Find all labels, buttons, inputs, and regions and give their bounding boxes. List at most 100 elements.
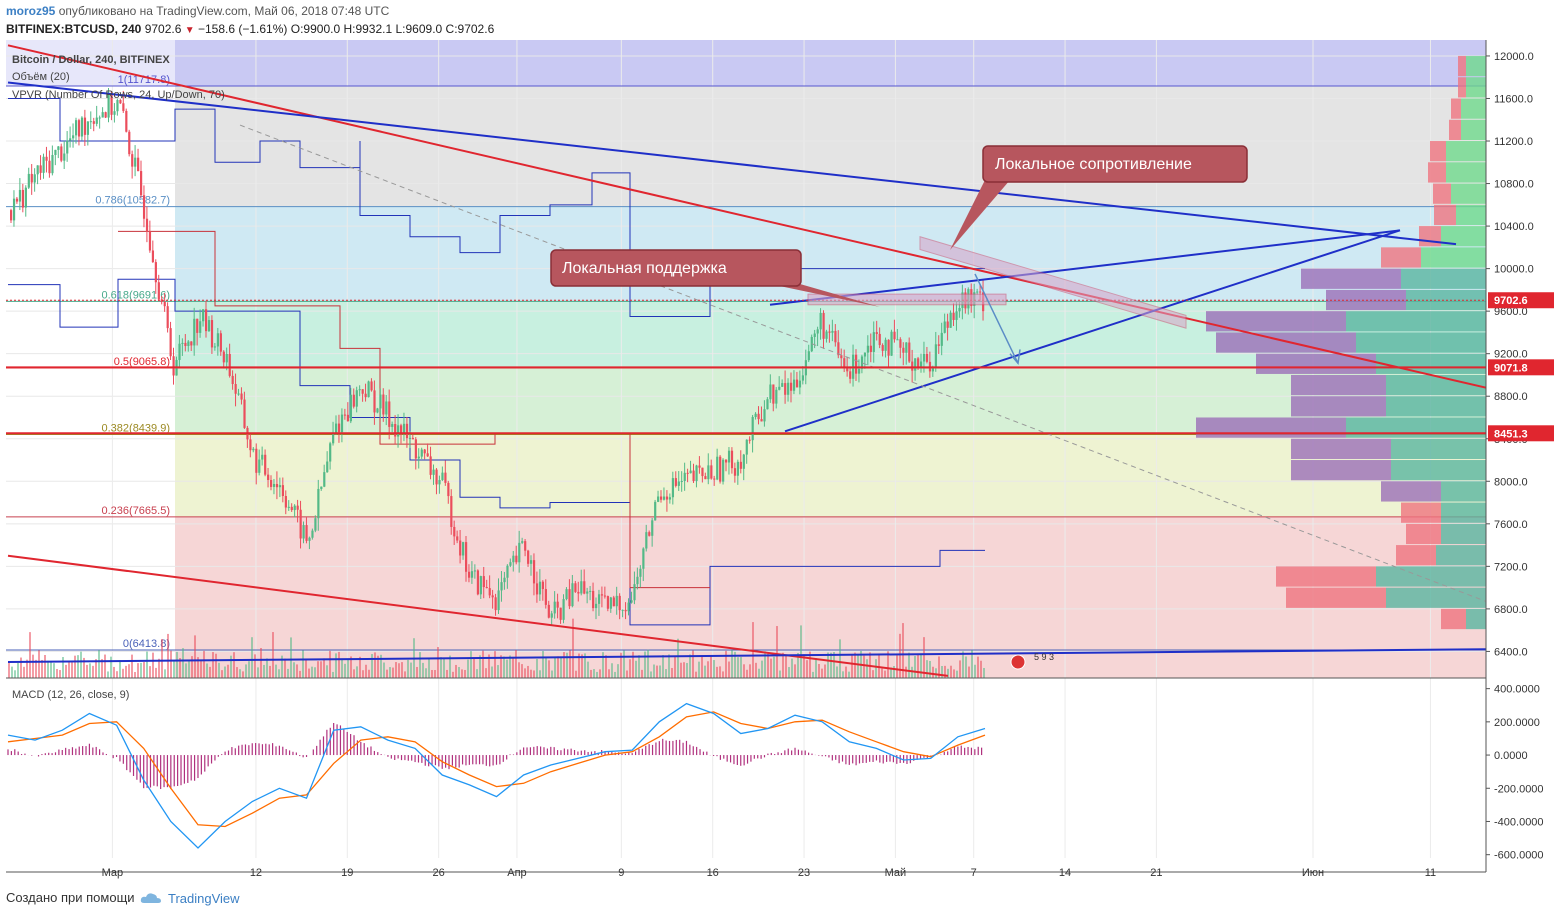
author-name[interactable]: moroz95 <box>6 4 56 18</box>
volume-bar <box>182 648 184 678</box>
volume-bar <box>824 664 826 678</box>
symbol-label: BITFINEX:BTCUSD, 240 <box>6 22 142 36</box>
volume-bar <box>605 655 607 678</box>
vpvr-down-bar <box>1433 183 1451 204</box>
price-candle <box>66 140 69 154</box>
volume-bar <box>713 660 715 678</box>
price-candle <box>54 149 57 155</box>
price-candle <box>689 470 692 474</box>
volume-bar <box>257 667 259 678</box>
price-candle <box>326 461 329 473</box>
made-with-text: Создано при помощи <box>6 890 135 905</box>
volume-bar <box>107 671 109 678</box>
price-candle <box>831 330 834 333</box>
price-tick-label: 7200.0 <box>1494 561 1528 573</box>
price-candle <box>491 595 494 598</box>
volume-bar <box>593 669 595 678</box>
volume-bar <box>350 656 352 678</box>
price-candle <box>597 594 601 604</box>
price-candle <box>958 307 961 312</box>
projection-arrow <box>974 273 1019 364</box>
vpvr-down-bar <box>1396 545 1436 566</box>
price-candle <box>905 342 908 353</box>
volume-bar <box>431 669 433 678</box>
volume-bar <box>725 650 727 678</box>
price-chart[interactable]: 1(11717.8) 0.786(10582.7) 0.618(9691.6) 0.5… <box>0 40 1556 885</box>
volume-bar <box>656 665 658 678</box>
volume-bar <box>8 661 10 678</box>
vpvr-step-line <box>8 97 985 317</box>
price-candle <box>355 390 358 407</box>
price-candle <box>349 394 352 422</box>
price-candle <box>742 454 745 469</box>
price-candle <box>166 306 169 329</box>
price-candle <box>299 509 302 539</box>
price-candle <box>772 384 775 404</box>
volume-bar <box>734 651 736 678</box>
volume-bar <box>317 661 319 678</box>
price-candle <box>137 157 140 172</box>
time-tick-label: Мар <box>102 867 124 879</box>
macd-tick-label: 400.0000 <box>1494 684 1540 696</box>
time-tick-label: 26 <box>433 867 445 879</box>
price-candle <box>488 588 491 596</box>
price-candle <box>184 342 187 347</box>
price-candle <box>459 540 462 556</box>
volume-bar <box>698 661 700 678</box>
volume-bar <box>23 666 25 678</box>
volume-bar <box>359 656 361 678</box>
fib-label: 1(11717.8) <box>118 74 170 86</box>
price-candle <box>10 210 13 221</box>
volume-bar <box>761 660 763 678</box>
price-candle <box>952 312 955 320</box>
volume-bar <box>710 655 712 678</box>
volume-bar <box>374 652 376 678</box>
chart-title: Bitcoin / Dollar, 240, BITFINEX <box>12 54 170 66</box>
volume-bar <box>809 651 811 678</box>
volume-bar <box>584 653 586 678</box>
volume-bar <box>938 656 940 678</box>
volume-bar <box>641 669 643 678</box>
price-candle <box>314 518 317 531</box>
price-candle <box>698 465 701 468</box>
price-candle <box>515 555 518 563</box>
volume-bar <box>842 671 844 678</box>
price-candle <box>63 153 66 161</box>
volume-bar <box>578 653 580 678</box>
vpvr-up-bar <box>1466 55 1486 77</box>
volume-bar <box>677 638 679 678</box>
volume-bar <box>743 664 745 678</box>
volume-bar <box>596 671 598 678</box>
event-marker: 5 9 3 <box>1034 652 1054 662</box>
price-candle <box>438 480 441 485</box>
price-candle <box>131 154 134 167</box>
volume-bar <box>386 669 388 678</box>
volume-bar <box>308 668 310 678</box>
price-candle <box>69 138 72 141</box>
price-candle <box>157 282 160 300</box>
volume-bar <box>74 655 76 678</box>
price-candle <box>834 330 837 343</box>
volume-bar <box>812 671 814 678</box>
price-candle <box>872 332 875 352</box>
price-marker-label: 8451.3 <box>1494 428 1528 440</box>
volume-bar <box>293 662 295 678</box>
symbol-line: BITFINEX:BTCUSD, 240 9702.6 ▼ −158.6 (−1… <box>6 22 494 36</box>
price-tick-label: 7600.0 <box>1494 519 1528 531</box>
volume-bar <box>722 671 724 678</box>
price-candle <box>340 414 344 433</box>
volume-bar <box>770 658 772 678</box>
price-candle <box>642 548 645 569</box>
volume-bar <box>164 669 166 678</box>
price-candle <box>925 353 929 362</box>
volume-bar <box>899 633 901 678</box>
price-candle <box>618 595 621 611</box>
volume-bar <box>167 633 169 678</box>
volume-bar <box>401 662 403 678</box>
volume-bar <box>110 656 112 678</box>
volume-bar <box>449 655 451 678</box>
price-candle <box>187 341 190 347</box>
price-candle <box>512 555 515 563</box>
volume-bar <box>272 632 274 678</box>
tradingview-logo[interactable]: TradingView <box>140 890 240 906</box>
